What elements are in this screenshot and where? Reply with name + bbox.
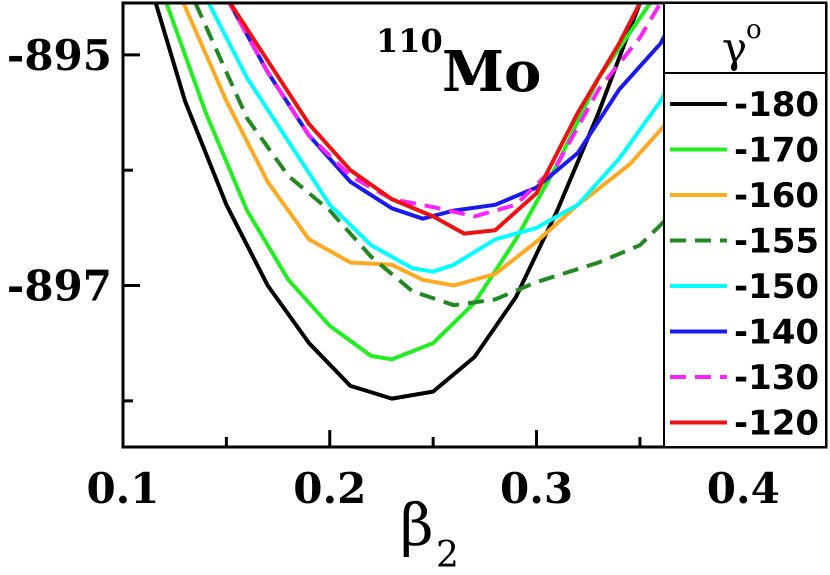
- chart-title-superscript: 110: [376, 22, 443, 60]
- y-tick-label-0: -895: [7, 31, 112, 80]
- x-axis-label-subscript: 2: [436, 535, 459, 575]
- legend-label-6: -130: [734, 358, 819, 398]
- series-line-4: [206, 3, 704, 274]
- legend-box: [663, 2, 827, 448]
- legend-label-5: -140: [734, 313, 819, 353]
- legend-label-1: -170: [734, 131, 819, 171]
- x-tick-label-2: 0.3: [500, 464, 573, 513]
- x-tick-label-0: 0.1: [86, 464, 159, 513]
- y-tick-label-1: -897: [7, 262, 112, 311]
- legend-label-2: -160: [734, 176, 819, 216]
- series-line-6: [227, 3, 663, 219]
- series-layer: [153, 3, 797, 401]
- legend-title-superscript: o: [746, 15, 762, 45]
- legend-label-4: -150: [734, 267, 819, 307]
- chart-title: Mo: [442, 39, 541, 105]
- legend-label-3: -155: [734, 222, 819, 262]
- x-tick-label-1: 0.2: [293, 464, 366, 513]
- legend-entries: -180 -170 -160 -155 -150 -140 -130 -120: [670, 85, 819, 444]
- series-line-5: [227, 3, 684, 221]
- x-tick-label-3: 0.4: [707, 464, 780, 513]
- legend-label-0: -180: [734, 85, 819, 125]
- legend-label-7: -120: [734, 404, 819, 444]
- legend: γ o -180 -170 -160 -155 -150 -140 -130 -120: [663, 2, 827, 448]
- series-line-0: [153, 3, 642, 401]
- ticks-layer: 0.1 0.2 0.3 0.4 -895 -897: [7, 31, 780, 513]
- series-line-7: [227, 3, 642, 236]
- legend-title: γ: [722, 23, 747, 72]
- x-axis-label: β: [400, 491, 434, 559]
